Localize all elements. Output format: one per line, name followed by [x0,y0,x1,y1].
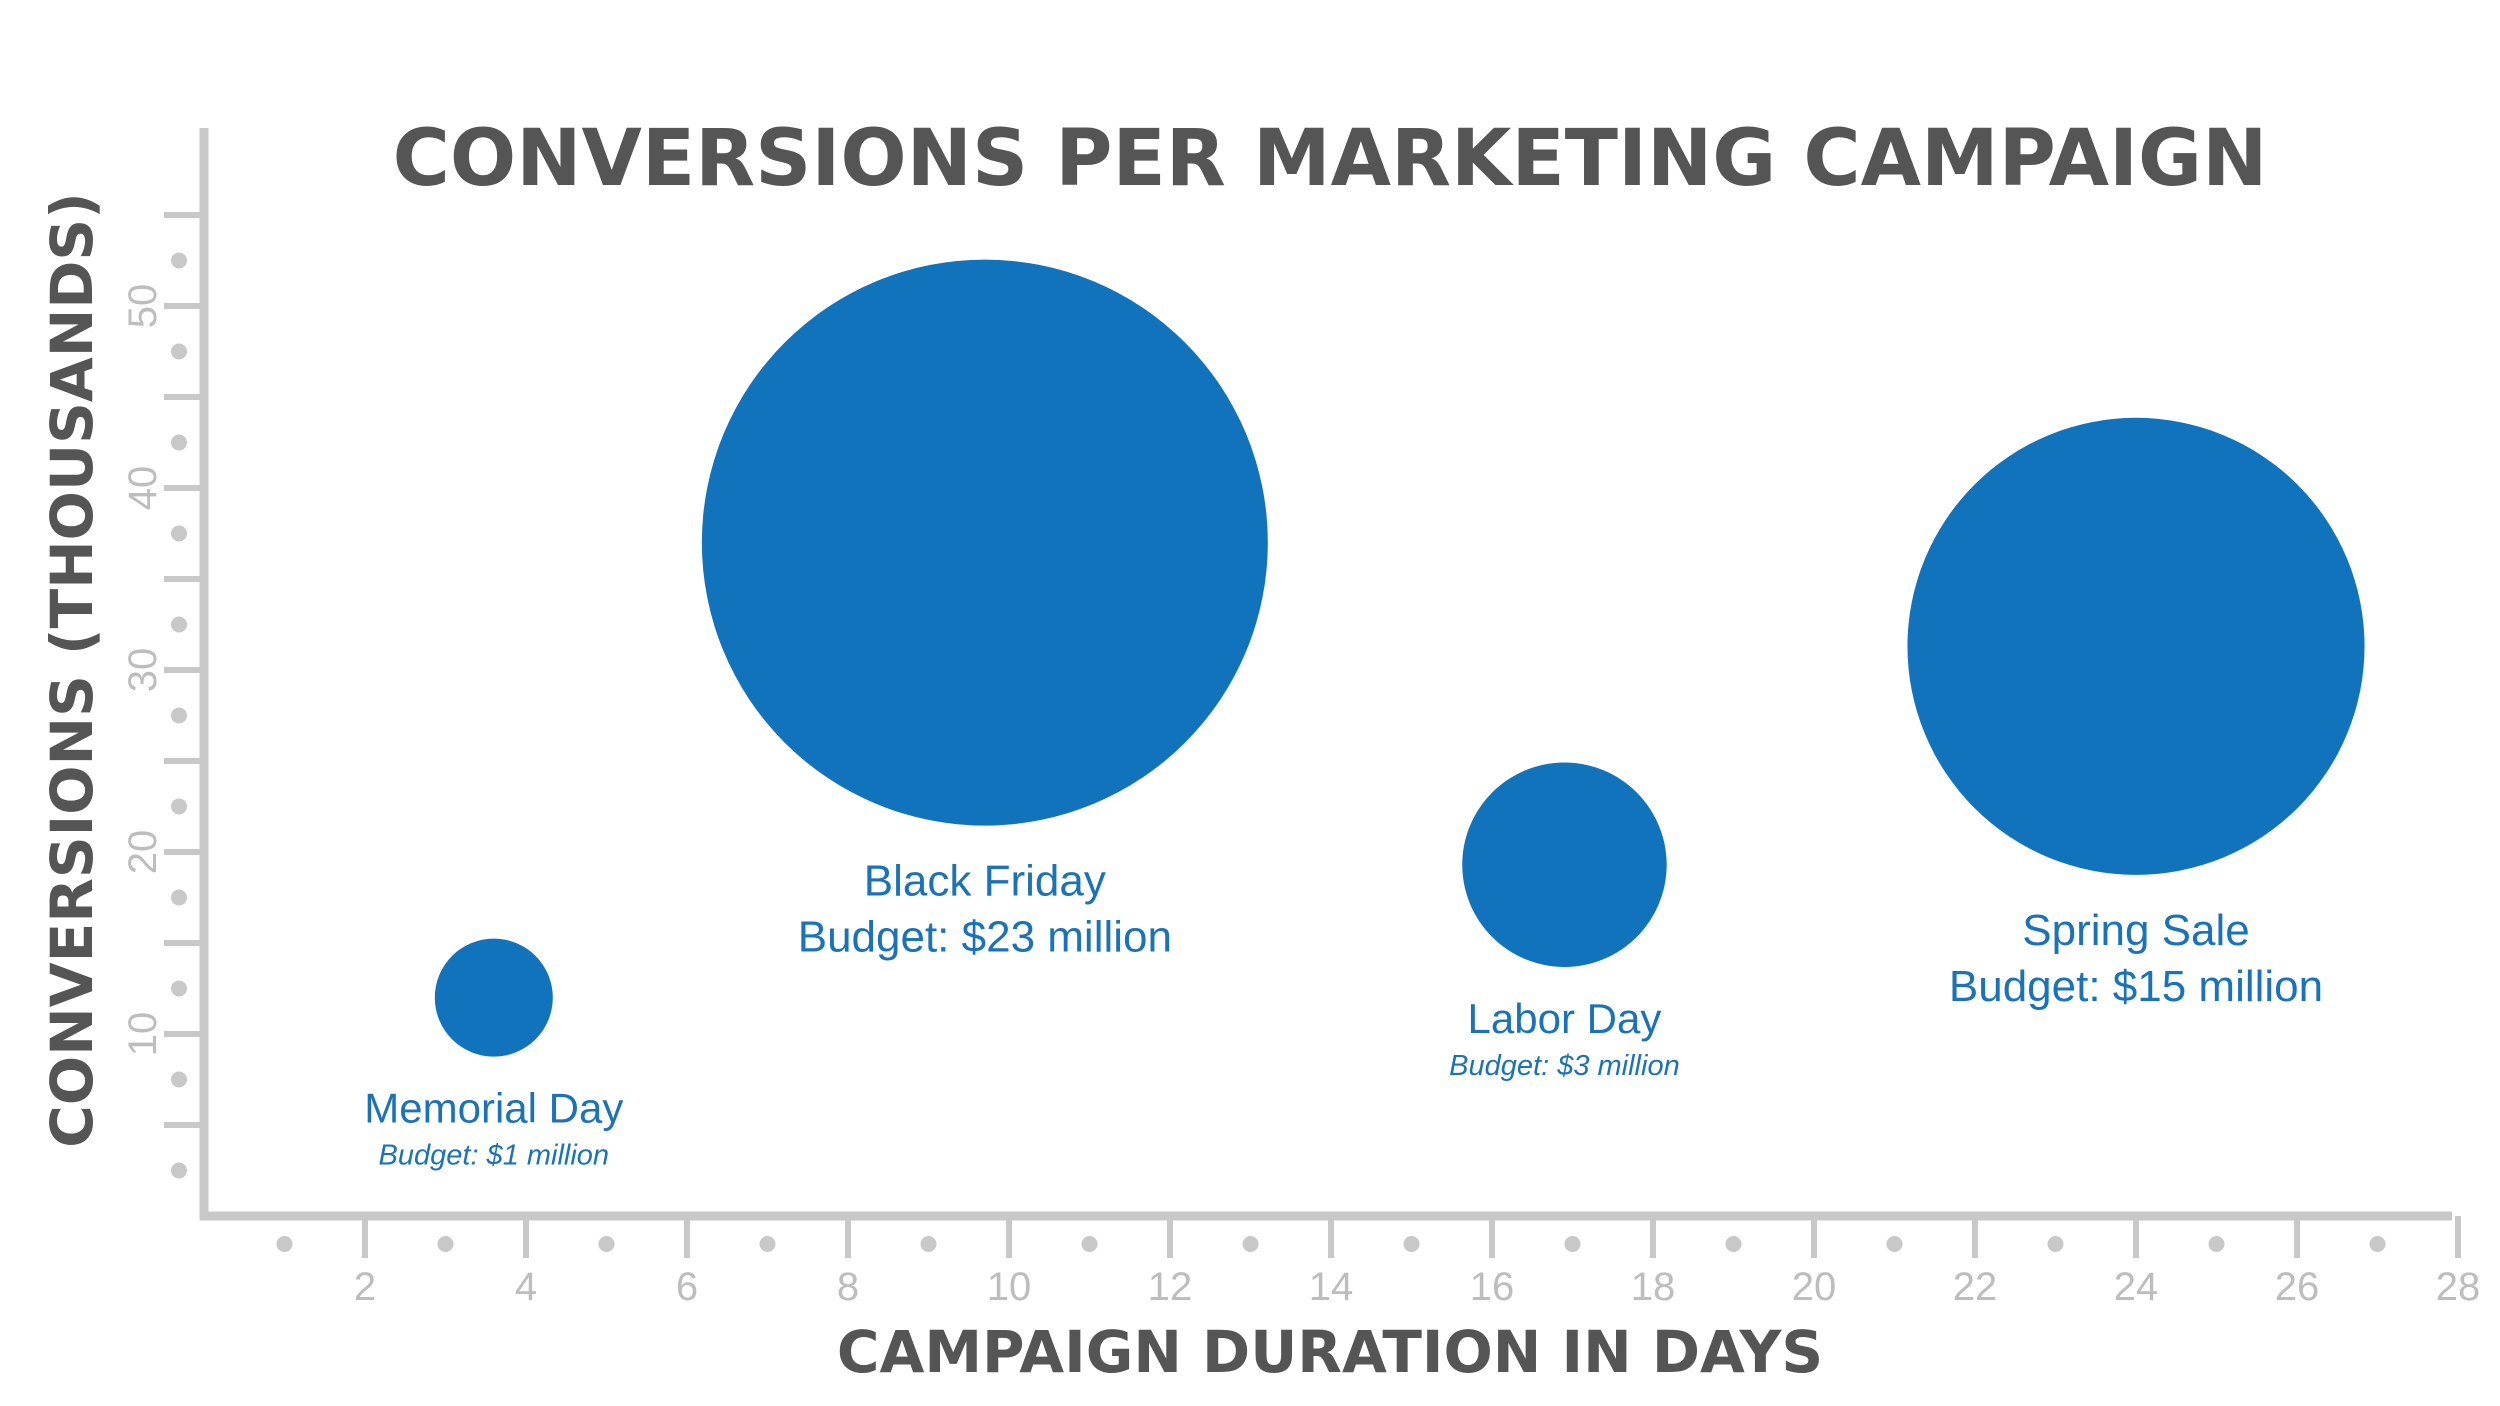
bubble-budget-label: Budget: $23 million [798,913,1172,962]
y-minor-dot [171,434,187,451]
x-tick-label: 26 [2275,1265,2320,1309]
bubble-budget-label: Budget: $1 million [379,1140,610,1172]
y-minor-dot [171,1071,187,1088]
x-tick-label: 20 [1792,1265,1837,1309]
x-minor-dot [1564,1236,1581,1252]
x-tick-label: 22 [1953,1265,1998,1309]
y-tick-label: 50 [121,284,165,329]
x-tick-label: 6 [676,1265,698,1309]
bubble-spring-sale [1907,417,2365,875]
y-ticks: 10 20 30 40 50 [121,212,204,1179]
x-axis-title: CAMPAIGN DURATION IN DAYS [837,1318,1823,1386]
bubble-name-label: Labor Day [1468,995,1662,1042]
x-tick-label: 24 [2114,1265,2159,1309]
axes [199,128,2452,1221]
y-axis-title: CONVERSIONS (THOUSANDS) [38,192,106,1147]
y-minor-dot [171,616,187,633]
bubble-budget-label: Budget: $3 million [1449,1050,1680,1082]
bubble-labor-day [1462,762,1667,967]
y-minor-dot [171,525,187,542]
x-tick-label: 4 [515,1265,537,1309]
x-minor-dot [437,1236,454,1252]
y-tick-label: 30 [121,648,165,693]
x-tick-label: 12 [1148,1265,1193,1309]
x-tick-label: 8 [837,1265,859,1309]
y-minor-dot [171,889,187,906]
y-minor-dot [171,252,187,269]
x-tick-label: 16 [1470,1265,1515,1309]
bubble-black-friday [701,259,1268,826]
y-tick-label: 40 [121,466,165,511]
bubble-name-label: Memorial Day [364,1085,623,1132]
x-tick-label: 14 [1309,1265,1354,1309]
x-tick-label: 28 [2436,1265,2481,1309]
x-minor-dot [2369,1236,2386,1252]
x-minor-dot [1725,1236,1742,1252]
y-minor-dot [171,1162,187,1179]
bubbles [434,259,2365,1057]
x-minor-dot [1403,1236,1420,1252]
y-minor-dot [171,343,187,360]
x-minor-dot [920,1236,937,1252]
bubble-budget-label: Budget: $15 million [1949,962,2323,1011]
x-minor-dot [1886,1236,1903,1252]
bubble-memorial-day [434,938,553,1057]
bubble-labels: Memorial Day Budget: $1 million Black Frid… [364,857,2323,1172]
x-tick-label: 18 [1631,1265,1676,1309]
x-minor-dot [759,1236,776,1252]
chart-title: CONVERSIONS PER MARKETING CAMPAIGN [393,114,2268,204]
y-minor-dot [171,980,187,997]
bubble-name-label: Spring Sale [2022,906,2249,955]
y-tick-label: 10 [121,1012,165,1057]
x-minor-dot [1242,1236,1259,1252]
x-tick-label: 10 [987,1265,1032,1309]
x-minor-dot [276,1236,293,1252]
x-minor-dot [2208,1236,2225,1252]
bubble-name-label: Black Friday [864,857,1106,906]
y-tick-label: 20 [121,830,165,875]
x-ticks: 2 4 6 8 10 12 14 16 18 20 22 24 26 28 [276,1216,2481,1309]
x-minor-dot [598,1236,615,1252]
y-minor-dot [171,798,187,815]
x-minor-dot [1081,1236,1098,1252]
x-tick-label: 2 [354,1265,376,1309]
y-minor-dot [171,707,187,724]
x-minor-dot [2047,1236,2064,1252]
